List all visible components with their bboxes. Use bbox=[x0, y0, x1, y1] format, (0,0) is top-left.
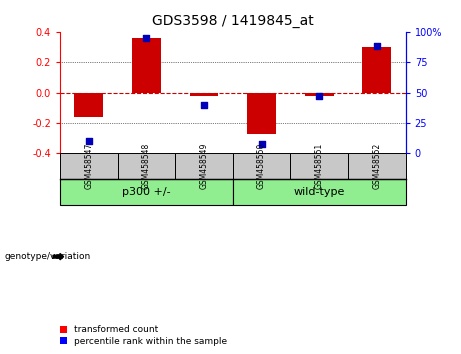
Bar bbox=[118, 153, 175, 179]
Point bbox=[258, 141, 266, 147]
Bar bbox=[362, 47, 391, 93]
Text: p300 +/-: p300 +/- bbox=[122, 187, 171, 197]
Bar bbox=[348, 153, 406, 179]
Bar bbox=[290, 153, 348, 179]
Bar bbox=[233, 153, 290, 179]
Text: wild-type: wild-type bbox=[294, 187, 345, 197]
Text: GSM458552: GSM458552 bbox=[372, 143, 381, 189]
Point bbox=[142, 35, 150, 41]
Bar bbox=[60, 179, 233, 205]
Legend: transformed count, percentile rank within the sample: transformed count, percentile rank withi… bbox=[60, 325, 227, 346]
Text: GSM458551: GSM458551 bbox=[315, 143, 324, 189]
Bar bbox=[132, 38, 161, 93]
Bar bbox=[247, 93, 276, 133]
Text: GSM458548: GSM458548 bbox=[142, 143, 151, 189]
Point bbox=[315, 93, 323, 99]
Bar bbox=[233, 179, 406, 205]
Point bbox=[200, 102, 207, 108]
Point bbox=[85, 138, 92, 144]
Text: GSM458547: GSM458547 bbox=[84, 143, 93, 189]
Point bbox=[373, 44, 381, 49]
Bar bbox=[74, 93, 103, 117]
Title: GDS3598 / 1419845_at: GDS3598 / 1419845_at bbox=[152, 14, 313, 28]
Bar bbox=[175, 153, 233, 179]
Bar bbox=[189, 93, 219, 96]
Bar bbox=[60, 153, 118, 179]
Bar bbox=[305, 93, 334, 96]
Text: GSM458550: GSM458550 bbox=[257, 143, 266, 189]
Text: GSM458549: GSM458549 bbox=[200, 143, 208, 189]
Text: genotype/variation: genotype/variation bbox=[5, 252, 91, 261]
